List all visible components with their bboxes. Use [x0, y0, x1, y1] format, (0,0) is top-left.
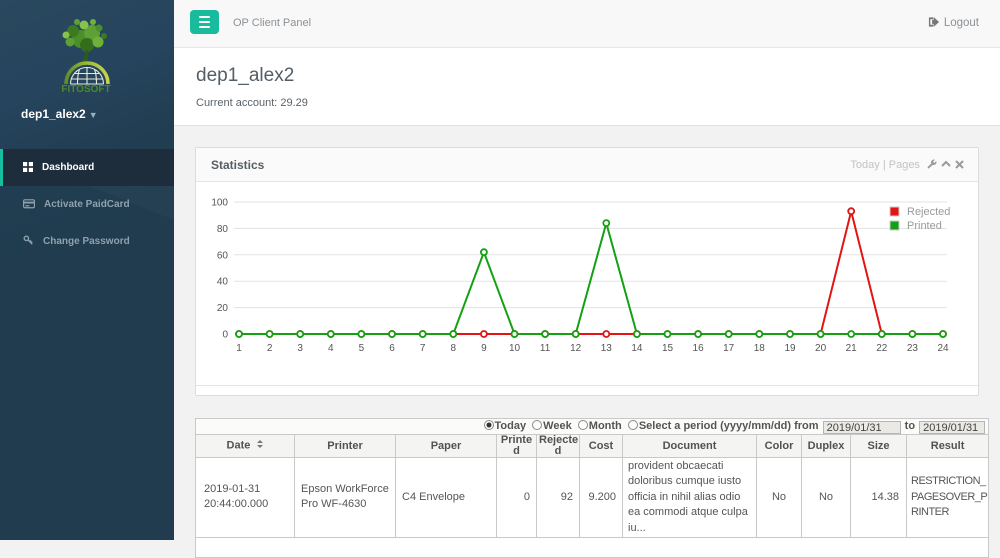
svg-text:20: 20 [217, 303, 229, 314]
svg-text:18: 18 [754, 343, 766, 354]
svg-text:13: 13 [601, 343, 613, 354]
svg-text:5: 5 [359, 343, 365, 354]
svg-text:6: 6 [389, 343, 395, 354]
svg-text:22: 22 [876, 343, 888, 354]
svg-text:7: 7 [420, 343, 426, 354]
svg-text:14: 14 [631, 343, 643, 354]
svg-text:40: 40 [217, 277, 229, 288]
svg-text:1: 1 [236, 343, 242, 354]
svg-text:100: 100 [211, 198, 228, 209]
svg-text:4: 4 [328, 343, 334, 354]
svg-text:Rejected: Rejected [907, 206, 950, 218]
svg-text:19: 19 [784, 343, 796, 354]
svg-text:60: 60 [217, 250, 229, 261]
svg-text:2: 2 [267, 343, 273, 354]
svg-text:0: 0 [222, 330, 228, 341]
svg-text:3: 3 [297, 343, 303, 354]
svg-text:9: 9 [481, 343, 487, 354]
svg-text:20: 20 [815, 343, 827, 354]
svg-text:16: 16 [693, 343, 705, 354]
svg-text:FITOSOFT: FITOSOFT [61, 84, 110, 95]
svg-text:23: 23 [907, 343, 919, 354]
svg-text:10: 10 [509, 343, 521, 354]
svg-text:80: 80 [217, 224, 229, 235]
svg-text:Printed: Printed [907, 220, 942, 232]
svg-text:12: 12 [570, 343, 582, 354]
svg-text:24: 24 [937, 343, 949, 354]
svg-text:21: 21 [846, 343, 858, 354]
svg-text:8: 8 [451, 343, 457, 354]
svg-text:11: 11 [540, 343, 551, 354]
svg-text:17: 17 [723, 343, 735, 354]
svg-text:15: 15 [662, 343, 674, 354]
